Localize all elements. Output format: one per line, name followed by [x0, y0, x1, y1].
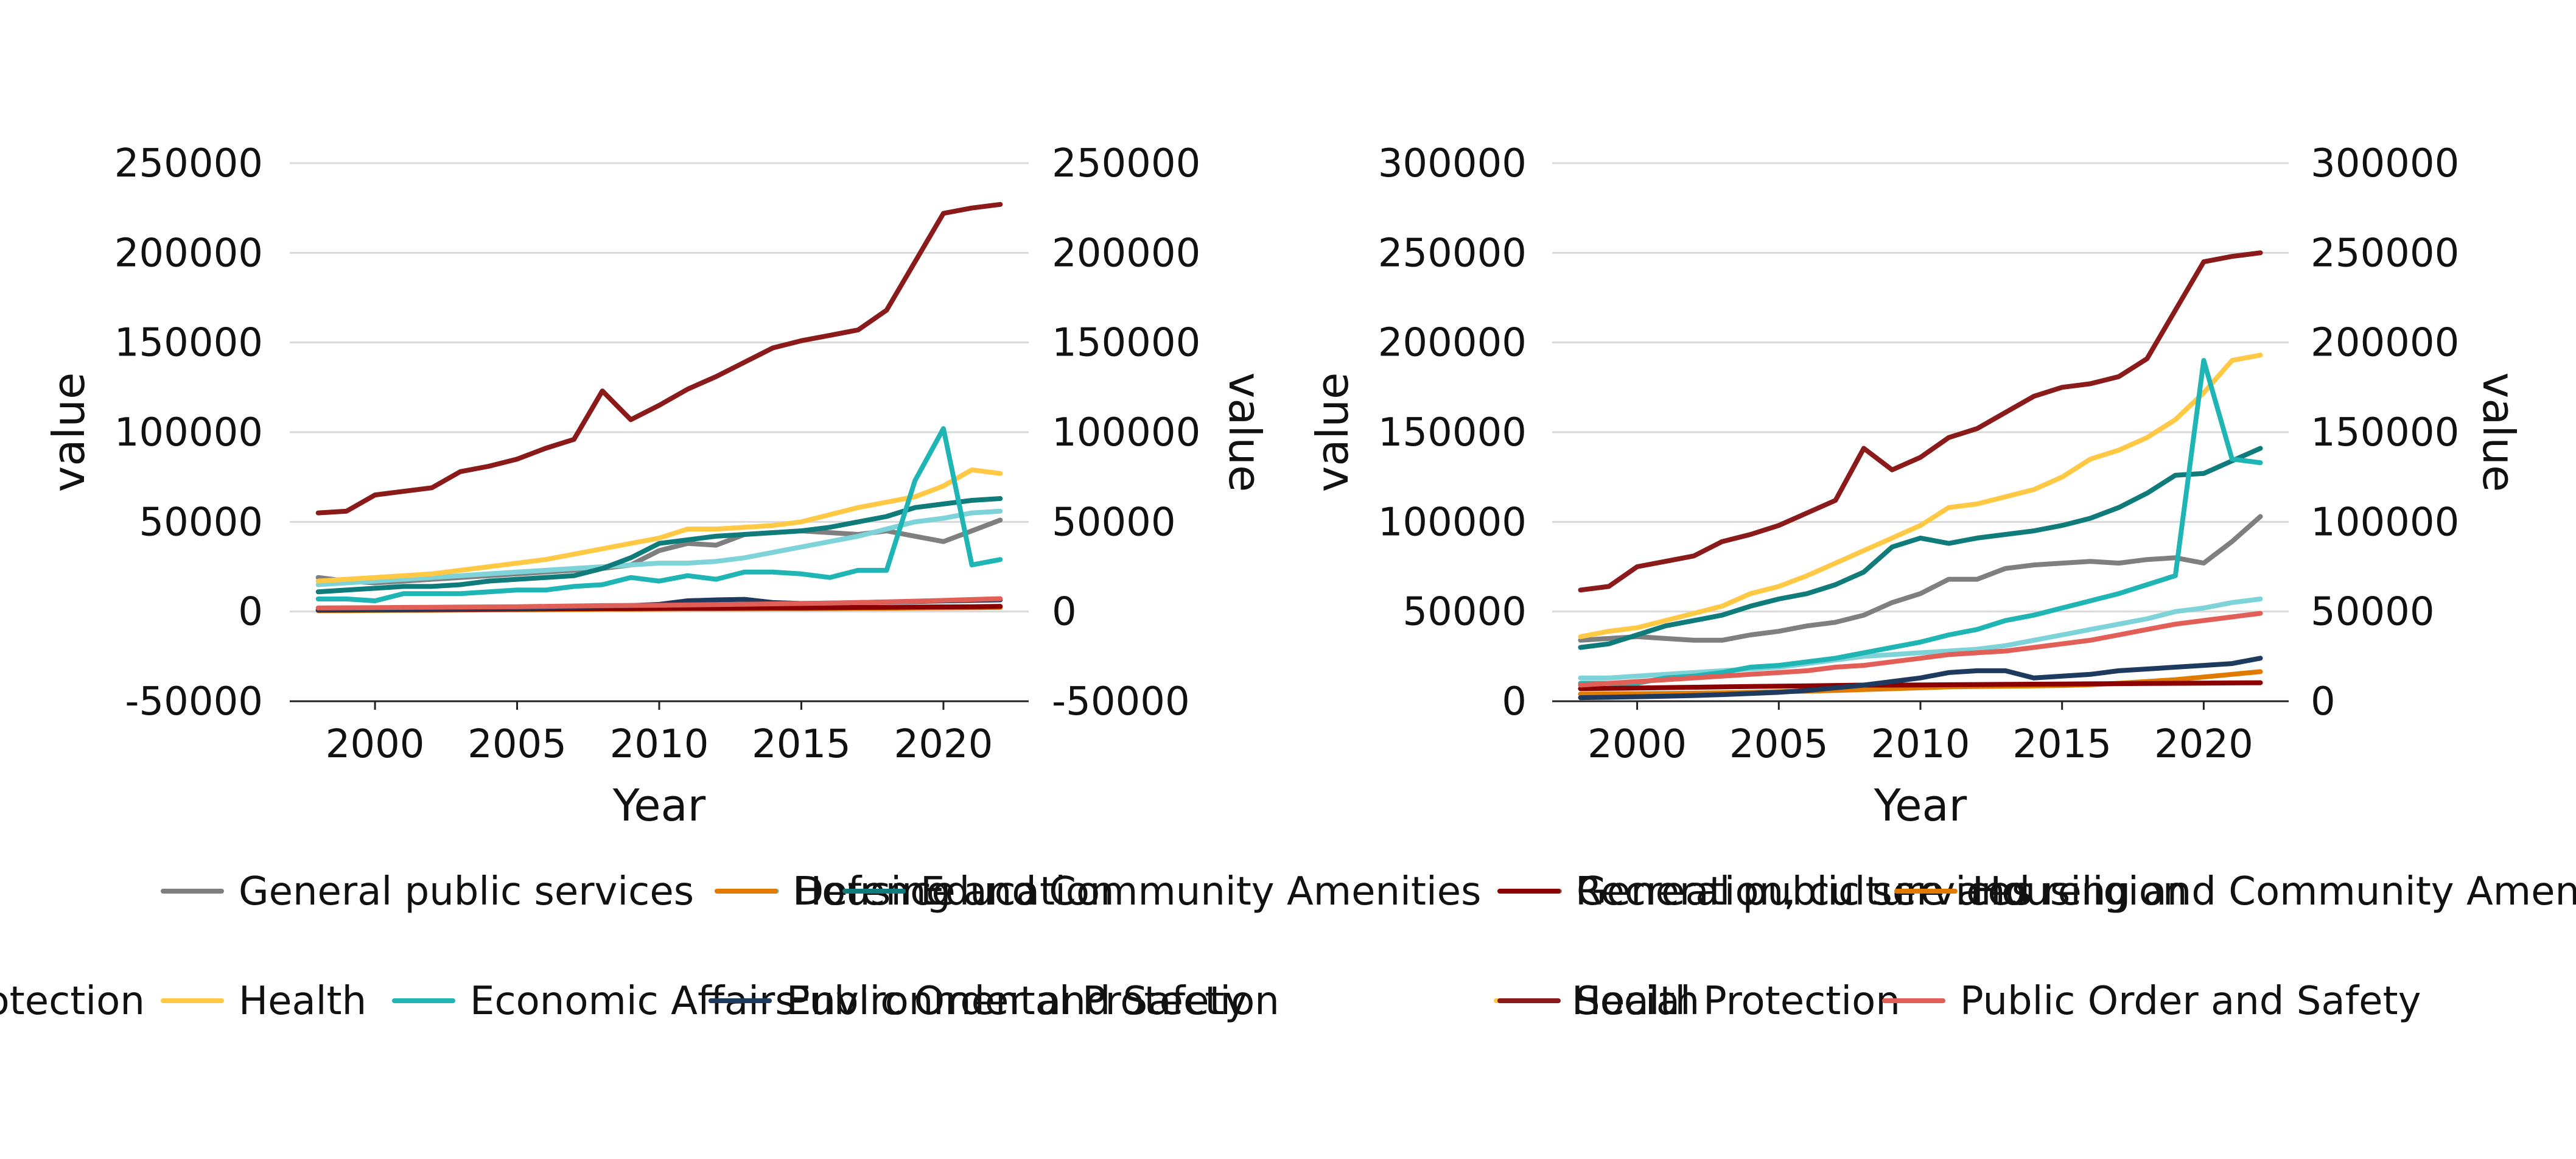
- y-axis-title-right: value: [2473, 373, 2524, 492]
- series-line-health: [1578, 352, 2263, 639]
- y-tick-label-left: 300000: [1378, 141, 1527, 186]
- x-axis-title: Year: [612, 780, 706, 831]
- legend-label: Education: [920, 869, 1115, 914]
- x-tick-label: 2000: [326, 722, 425, 767]
- series-line-social-protection: [315, 201, 1003, 516]
- x-tick-label: 2005: [467, 722, 567, 767]
- x-tick-label: 2010: [610, 722, 709, 767]
- series-line-general-public-services: [1578, 514, 2263, 643]
- x-axis-title: Year: [1874, 780, 1967, 831]
- legend-label: Housing and Community Amenities: [793, 869, 1481, 914]
- series-line-education: [315, 496, 1003, 595]
- y-tick-label-right: 200000: [2311, 321, 2459, 366]
- x-tick-label: 2015: [2012, 722, 2112, 767]
- series-line-social-protection: [1578, 250, 2263, 593]
- y-tick-label-right: 100000: [1052, 410, 1200, 455]
- legend-label: Public Order and Safety: [1960, 979, 2421, 1024]
- y-tick-label-right: 150000: [2311, 410, 2459, 455]
- x-tick-label: 2020: [2154, 722, 2253, 767]
- legend-label: General public services: [239, 869, 694, 914]
- legend-label: Housing and Community Amenities: [1972, 869, 2576, 914]
- series-line-economic-affairs: [315, 426, 1003, 603]
- x-tick-label: 2020: [894, 722, 993, 767]
- y-tick-label-left: 50000: [139, 500, 263, 545]
- y-tick-label-left: 250000: [1378, 231, 1527, 276]
- series-line-environmental-protection: [1578, 656, 2263, 701]
- y-tick-label-right: 300000: [2311, 141, 2459, 186]
- series-line-education: [1578, 446, 2263, 650]
- series-line-defence: [315, 508, 1003, 587]
- y-tick-label-right: 50000: [2311, 590, 2435, 635]
- y-axis-title-left: value: [43, 373, 94, 492]
- legend-label: Social Protection: [0, 979, 145, 1024]
- y-tick-label-left: 250000: [114, 141, 263, 186]
- y-tick-label-right: 200000: [1052, 231, 1200, 276]
- y-axis-title-right: value: [1219, 373, 1270, 492]
- y-tick-label-left: 0: [238, 590, 263, 635]
- y-tick-label-right: 0: [2311, 679, 2336, 724]
- y-tick-label-left: 0: [1502, 679, 1527, 724]
- y-tick-label-right: -50000: [1052, 679, 1190, 724]
- series-line-health: [315, 467, 1003, 584]
- y-tick-label-right: 150000: [1052, 321, 1200, 366]
- x-tick-label: 2010: [1871, 722, 1970, 767]
- y-tick-label-right: 0: [1052, 590, 1077, 635]
- x-tick-label: 2005: [1729, 722, 1829, 767]
- x-tick-label: 2015: [752, 722, 851, 767]
- y-tick-label-right: 50000: [1052, 500, 1176, 545]
- legend-label: Health: [239, 979, 366, 1024]
- right-line-chart: 0 0 50000 50000 100000 100000 150000 150000 2000…: [1307, 141, 2524, 831]
- legend-label: Recreation, culture and religion: [1575, 869, 2187, 914]
- series-line-public-order-and-safety: [1578, 611, 2263, 688]
- y-tick-label-left: 150000: [1378, 410, 1527, 455]
- x-tick-label: 2000: [1587, 722, 1687, 767]
- y-tick-label-left: 200000: [114, 231, 263, 276]
- y-axis-title-left: value: [1307, 373, 1358, 492]
- series-line-defence: [1578, 597, 2263, 681]
- legend-label: Public Order and Safety: [786, 979, 1247, 1024]
- y-tick-label-left: 100000: [114, 410, 263, 455]
- legend-label: Social Protection: [1575, 979, 1900, 1024]
- y-tick-label-left: 50000: [1402, 590, 1527, 635]
- y-tick-label-right: 250000: [1052, 141, 1200, 186]
- y-tick-label-left: 150000: [114, 321, 263, 366]
- y-tick-label-left: 200000: [1378, 321, 1527, 366]
- legend-label: Health: [1572, 979, 1699, 1024]
- y-tick-label-left: -50000: [125, 679, 263, 724]
- y-tick-label-left: 100000: [1378, 500, 1527, 545]
- legend-label: Environmental Protection: [786, 979, 1279, 1024]
- y-tick-label-right: 100000: [2311, 500, 2459, 545]
- left-line-chart: -50000 -50000 0 0 50000 50000 100000 100000 1500…: [43, 141, 1270, 831]
- y-tick-label-right: 250000: [2311, 231, 2459, 276]
- series-line-public-order-and-safety: [315, 596, 1003, 611]
- series-line-recreation-culture-and-religion: [1578, 680, 2263, 692]
